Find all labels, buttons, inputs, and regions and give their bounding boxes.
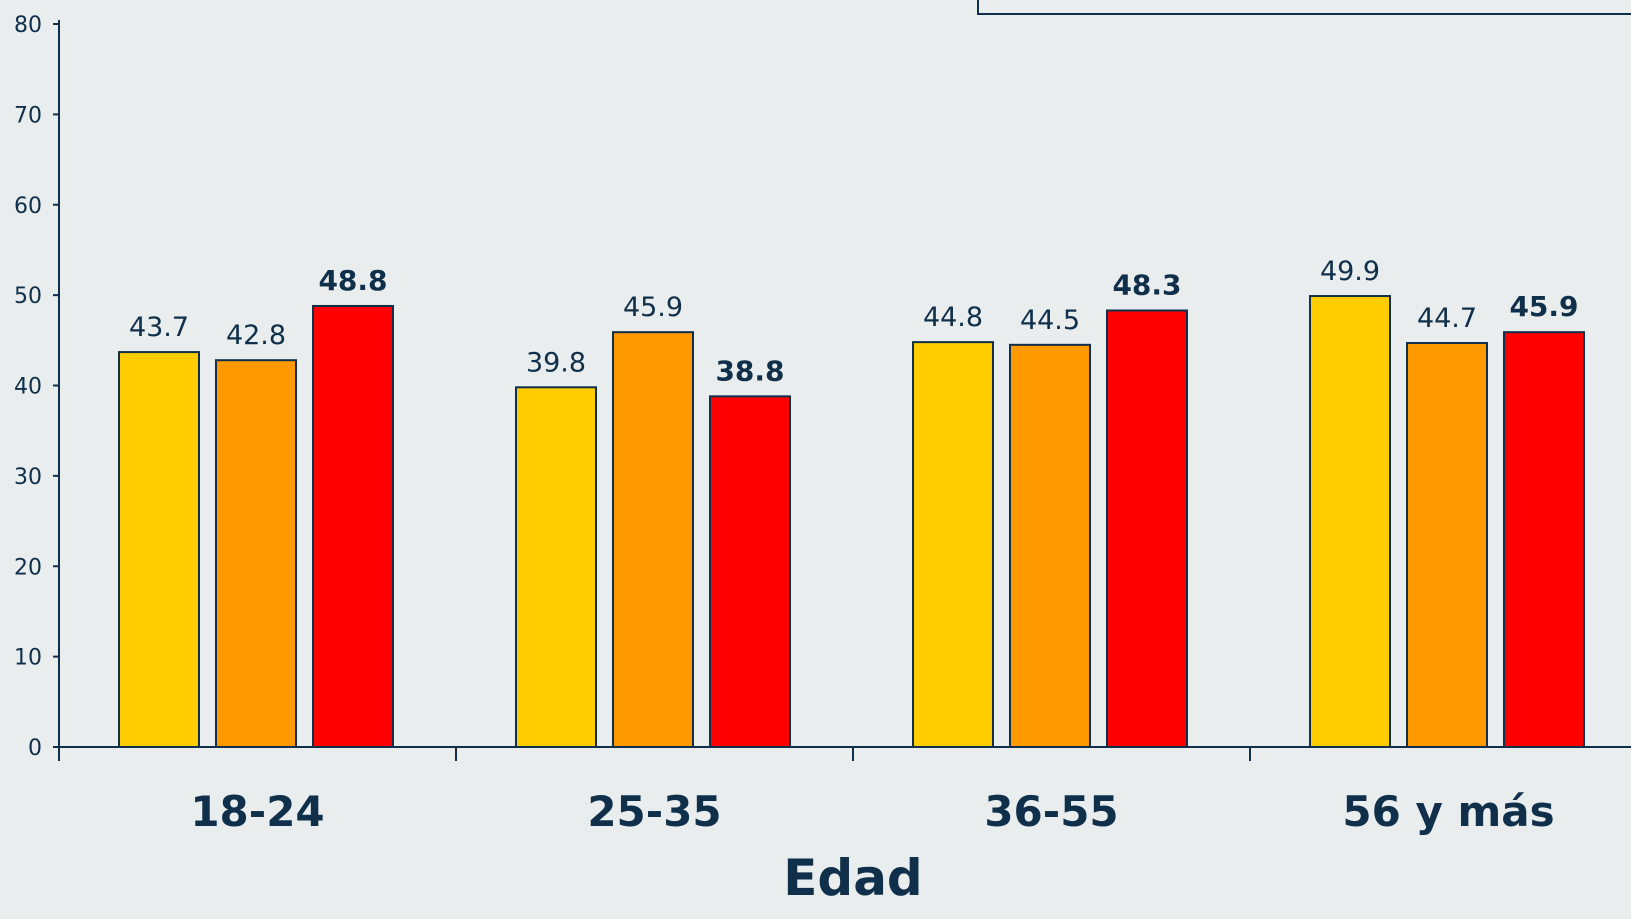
data-label: 44.8 xyxy=(923,302,983,333)
legend-box xyxy=(978,0,1631,14)
data-label: 49.9 xyxy=(1320,256,1380,287)
bar xyxy=(1504,332,1584,747)
data-label: 43.7 xyxy=(129,312,189,343)
bar xyxy=(913,342,993,747)
y-tick-label: 40 xyxy=(14,375,42,400)
bar xyxy=(313,306,393,747)
data-label: 39.8 xyxy=(526,347,586,378)
bars xyxy=(119,296,1584,747)
x-axis: 18-24 25-35 36-55 56 y más xyxy=(59,747,1631,836)
bar xyxy=(1107,310,1187,747)
data-label: 44.7 xyxy=(1417,303,1477,334)
x-tick-label: 25-35 xyxy=(587,787,721,836)
bar xyxy=(710,396,790,747)
y-tick-label: 50 xyxy=(14,284,42,309)
bar xyxy=(1310,296,1390,747)
y-tick-label: 80 xyxy=(14,13,42,38)
bar xyxy=(119,352,199,747)
bar xyxy=(216,360,296,747)
bar xyxy=(1407,343,1487,747)
data-label: 45.9 xyxy=(1509,290,1578,323)
data-label: 48.8 xyxy=(318,264,387,297)
x-tick-label: 56 y más xyxy=(1342,787,1554,836)
data-label: 45.9 xyxy=(623,292,683,323)
x-axis-title: Edad xyxy=(783,849,922,907)
y-tick-label: 30 xyxy=(14,465,42,490)
data-label: 38.8 xyxy=(715,354,784,387)
y-tick-label: 0 xyxy=(28,736,42,761)
bar xyxy=(516,387,596,747)
bar xyxy=(1010,345,1090,747)
y-tick-label: 60 xyxy=(14,194,42,219)
y-axis: 0 10 20 30 40 50 60 70 80 xyxy=(14,13,59,761)
y-tick-label: 70 xyxy=(14,103,42,128)
x-tick-label: 36-55 xyxy=(984,787,1118,836)
bar xyxy=(613,332,693,747)
data-label: 42.8 xyxy=(226,320,286,351)
data-label: 48.3 xyxy=(1112,268,1181,301)
x-tick-label: 18-24 xyxy=(190,787,324,836)
y-tick-label: 20 xyxy=(14,555,42,580)
y-tick-label: 10 xyxy=(14,646,42,671)
data-label: 44.5 xyxy=(1020,305,1080,336)
